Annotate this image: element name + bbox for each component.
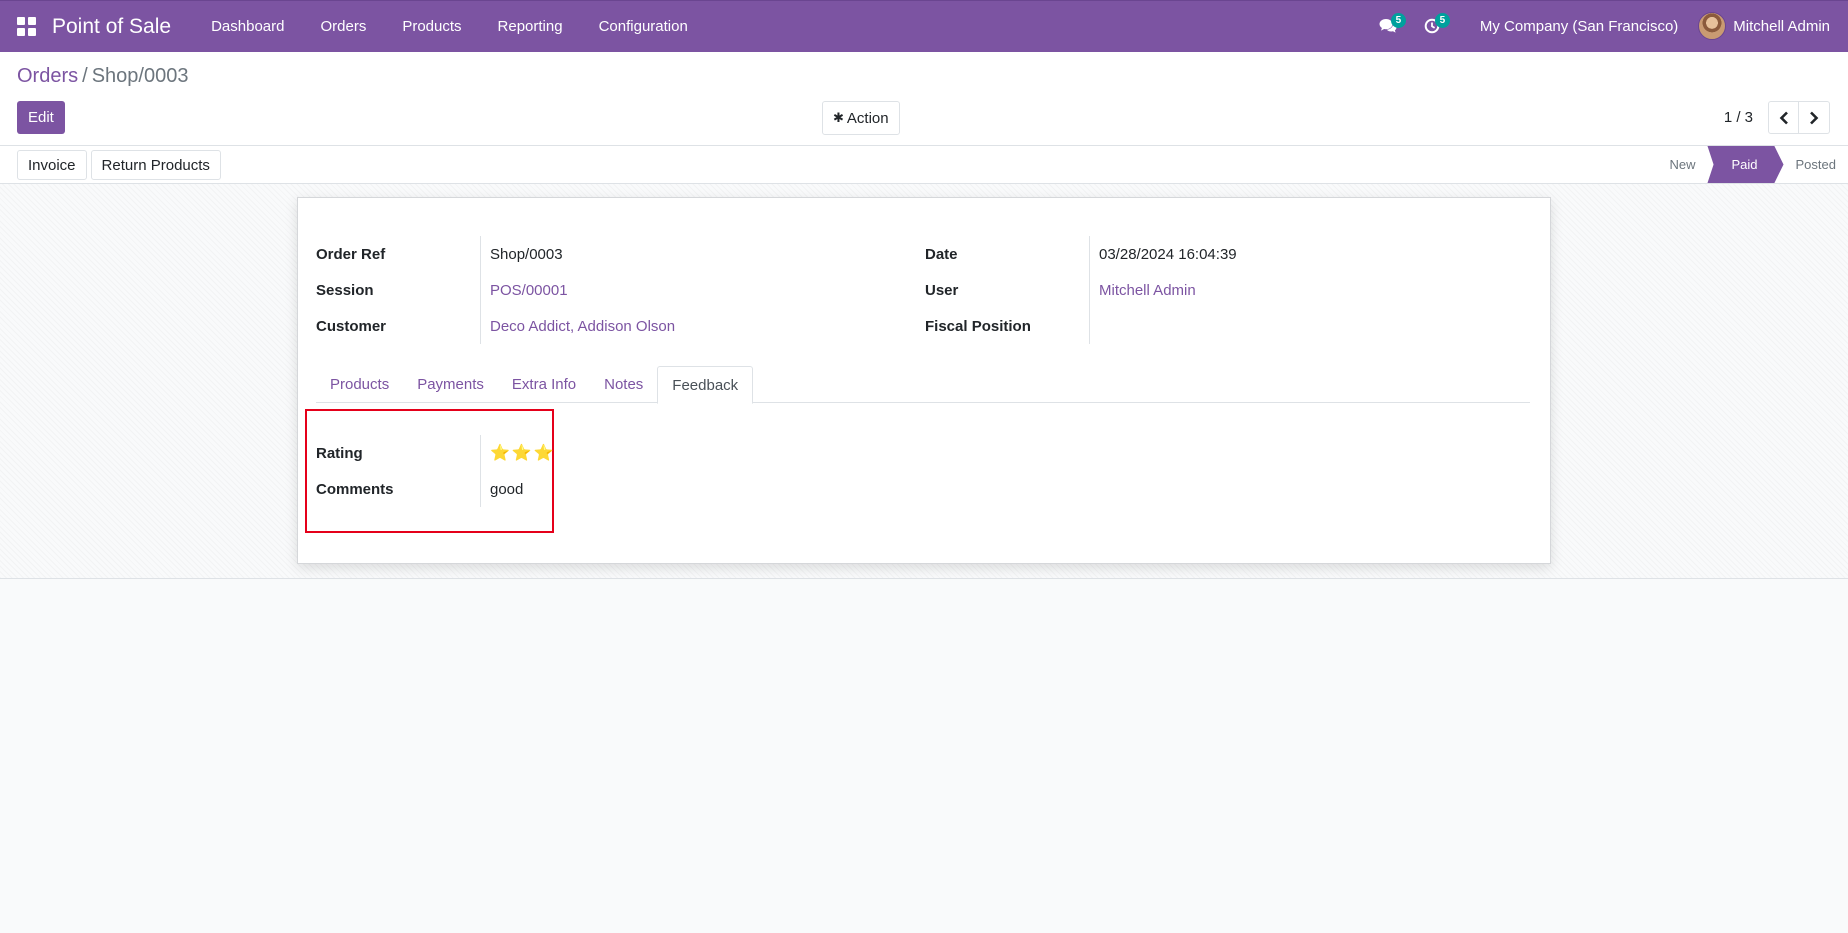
stage-paid[interactable]: Paid [1707,146,1784,183]
rating-stars: ⭐⭐⭐ [490,445,556,462]
messages-button[interactable]: 5 [1366,1,1410,51]
customer-label: Customer [316,308,481,344]
feedback-group: Rating ⭐⭐⭐ Comments good [316,435,556,507]
rating-label: Rating [316,435,481,471]
form-content-area: Order Ref Shop/0003 Session POS/00001 Cu… [0,184,1848,579]
top-navbar: Point of Sale Dashboard Orders Products … [0,0,1848,52]
status-stages: New Paid Posted [1657,146,1848,183]
gear-icon: ✱ [833,110,844,125]
avatar [1698,12,1727,40]
menu-dashboard[interactable]: Dashboard [211,18,285,35]
tab-products[interactable]: Products [330,376,390,393]
order-info-group: Order Ref Shop/0003 Session POS/00001 Cu… [316,236,906,344]
menu-configuration[interactable]: Configuration [598,18,688,35]
comments-label: Comments [316,471,481,507]
rating-row: Rating ⭐⭐⭐ [316,435,556,471]
form-statusbar: Invoice Return Products New Paid Posted [0,146,1848,184]
pager: 1 / 3 [1724,101,1830,134]
user-label: User [925,272,1090,308]
customer-row: Customer Deco Addict, Addison Olson [316,308,906,344]
order-ref-label: Order Ref [316,236,481,272]
form-sheet: Order Ref Shop/0003 Session POS/00001 Cu… [297,197,1551,564]
stage-new[interactable]: New [1669,157,1696,172]
user-name: Mitchell Admin [1733,17,1830,35]
activities-button[interactable]: 5 [1410,1,1454,51]
date-label: Date [925,236,1090,272]
action-button[interactable]: ✱ Action [822,101,900,135]
order-meta-group: Date 03/28/2024 16:04:39 User Mitchell A… [925,236,1515,344]
date-value: 03/28/2024 16:04:39 [1099,245,1237,263]
control-panel: Orders / Shop/0003 Edit ✱ Action 1 / 3 [0,52,1848,146]
menu-products[interactable]: Products [402,18,462,35]
return-products-button[interactable]: Return Products [90,150,221,180]
breadcrumb-separator: / [82,65,88,87]
customer-link[interactable]: Deco Addict, Addison Olson [490,317,676,335]
messages-count-badge: 5 [1390,13,1406,28]
fiscal-position-row: Fiscal Position [925,308,1515,344]
comments-row: Comments good [316,471,556,507]
breadcrumb-orders-link[interactable]: Orders [17,65,79,87]
user-menu[interactable]: Mitchell Admin [1698,12,1848,40]
highlight-box [305,409,554,533]
breadcrumb-current: Shop/0003 [91,65,189,87]
order-ref-row: Order Ref Shop/0003 [316,236,906,272]
header-buttons: Invoice Return Products [17,150,225,180]
notebook-tabs: Products Payments Extra Info Notes Feedb… [316,366,1530,404]
menu-orders[interactable]: Orders [320,18,367,35]
edit-button[interactable]: Edit [17,101,65,134]
session-row: Session POS/00001 [316,272,906,308]
user-row: User Mitchell Admin [925,272,1515,308]
tab-notes[interactable]: Notes [604,376,644,393]
chevron-right-icon [1810,111,1819,124]
stage-posted[interactable]: Posted [1795,157,1836,172]
comments-value: good [490,480,524,498]
session-label: Session [316,272,481,308]
activities-count-badge: 5 [1434,13,1450,28]
pager-value[interactable]: 1 / 3 [1723,109,1753,126]
session-link[interactable]: POS/00001 [490,281,568,299]
fiscal-position-label: Fiscal Position [925,308,1090,344]
date-row: Date 03/28/2024 16:04:39 [925,236,1515,272]
user-link[interactable]: Mitchell Admin [1099,281,1196,299]
chevron-left-icon [1779,111,1788,124]
breadcrumb: Orders / Shop/0003 [17,65,188,88]
order-ref-value: Shop/0003 [490,245,563,263]
tab-payments[interactable]: Payments [417,376,484,393]
invoice-button[interactable]: Invoice [17,150,87,180]
action-label: Action [846,109,889,127]
pager-previous-button[interactable] [1768,101,1799,134]
tab-feedback[interactable]: Feedback [657,366,754,404]
app-name[interactable]: Point of Sale [52,14,172,38]
menu-reporting[interactable]: Reporting [497,18,563,35]
company-switcher[interactable]: My Company (San Francisco) [1479,17,1679,35]
pager-next-button[interactable] [1799,101,1830,134]
apps-menu-icon[interactable] [0,2,52,52]
tab-extra-info[interactable]: Extra Info [511,376,577,393]
